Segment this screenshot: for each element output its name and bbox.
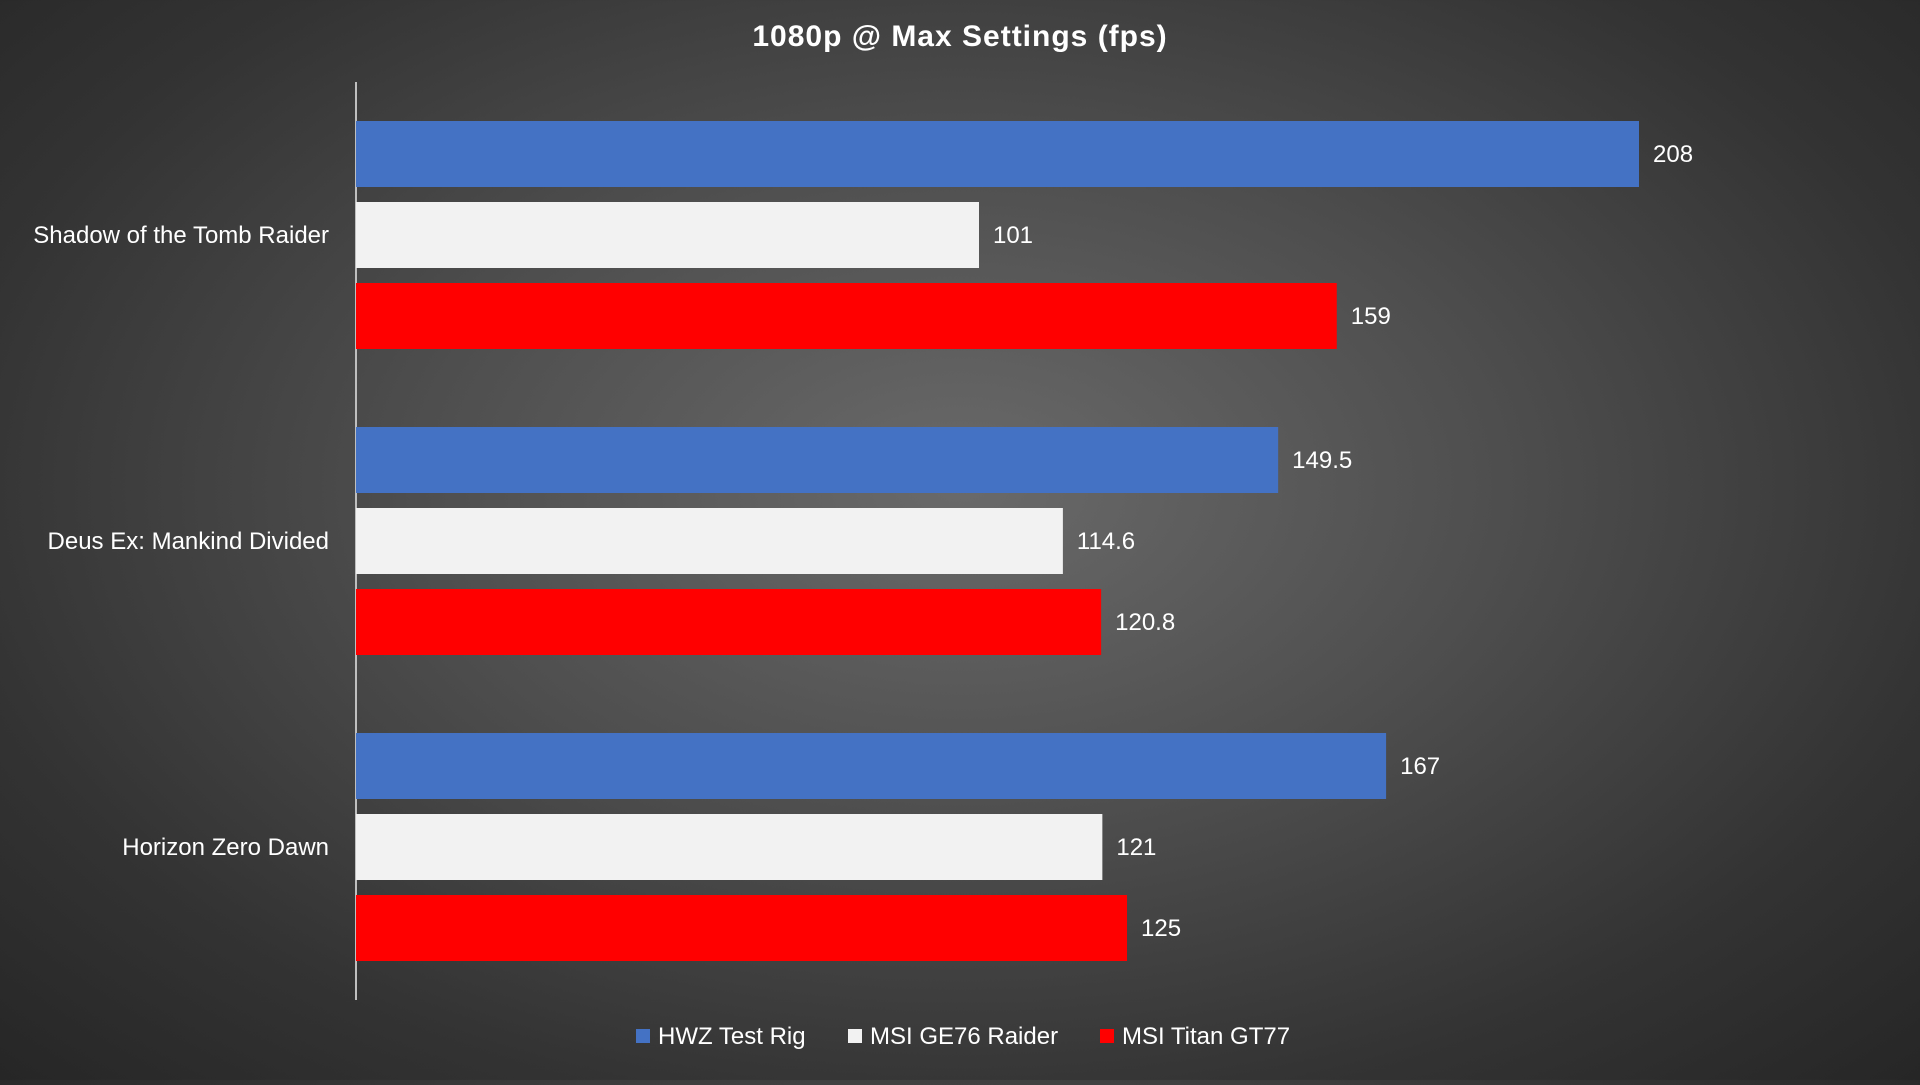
legend-swatch <box>1100 1029 1114 1043</box>
data-label: 114.6 <box>1077 528 1135 555</box>
bar-1-2 <box>356 427 1279 493</box>
data-label: 167 <box>1400 753 1440 780</box>
category-labels: Shadow of the Tomb Raider Deus Ex: Mankin… <box>33 222 329 861</box>
data-label: 101 <box>993 222 1033 249</box>
legend-label: HWZ Test Rig <box>658 1023 806 1050</box>
category-label: Horizon Zero Dawn <box>122 834 329 861</box>
bar-2-1 <box>356 202 979 268</box>
data-label: 125 <box>1141 915 1181 942</box>
legend: HWZ Test Rig MSI GE76 Raider MSI Titan GT7… <box>636 1023 1290 1050</box>
category-label: Shadow of the Tomb Raider <box>33 222 329 249</box>
legend-swatch <box>848 1029 862 1043</box>
legend-swatch <box>636 1029 650 1043</box>
bar-1-1 <box>356 121 1639 187</box>
bar-2-2 <box>356 508 1063 574</box>
bar-3-3 <box>356 895 1128 961</box>
bar-1-3 <box>356 733 1387 799</box>
data-label: 120.8 <box>1115 609 1175 636</box>
data-label: 159 <box>1351 303 1391 330</box>
data-label: 149.5 <box>1292 447 1352 474</box>
legend-label: MSI GE76 Raider <box>870 1023 1058 1050</box>
category-label: Deus Ex: Mankind Divided <box>48 528 329 555</box>
data-label: 121 <box>1116 834 1156 861</box>
bar-3-1 <box>356 283 1337 349</box>
bar-2-3 <box>356 814 1103 880</box>
bars-layer: 208 101 159 149.5 114.6 120.8 167 121 125 <box>356 121 1693 961</box>
chart-title: 1080p @ Max Settings (fps) <box>752 20 1167 53</box>
bar-3-2 <box>356 589 1102 655</box>
data-label: 208 <box>1653 141 1693 168</box>
legend-label: MSI Titan GT77 <box>1122 1023 1290 1050</box>
